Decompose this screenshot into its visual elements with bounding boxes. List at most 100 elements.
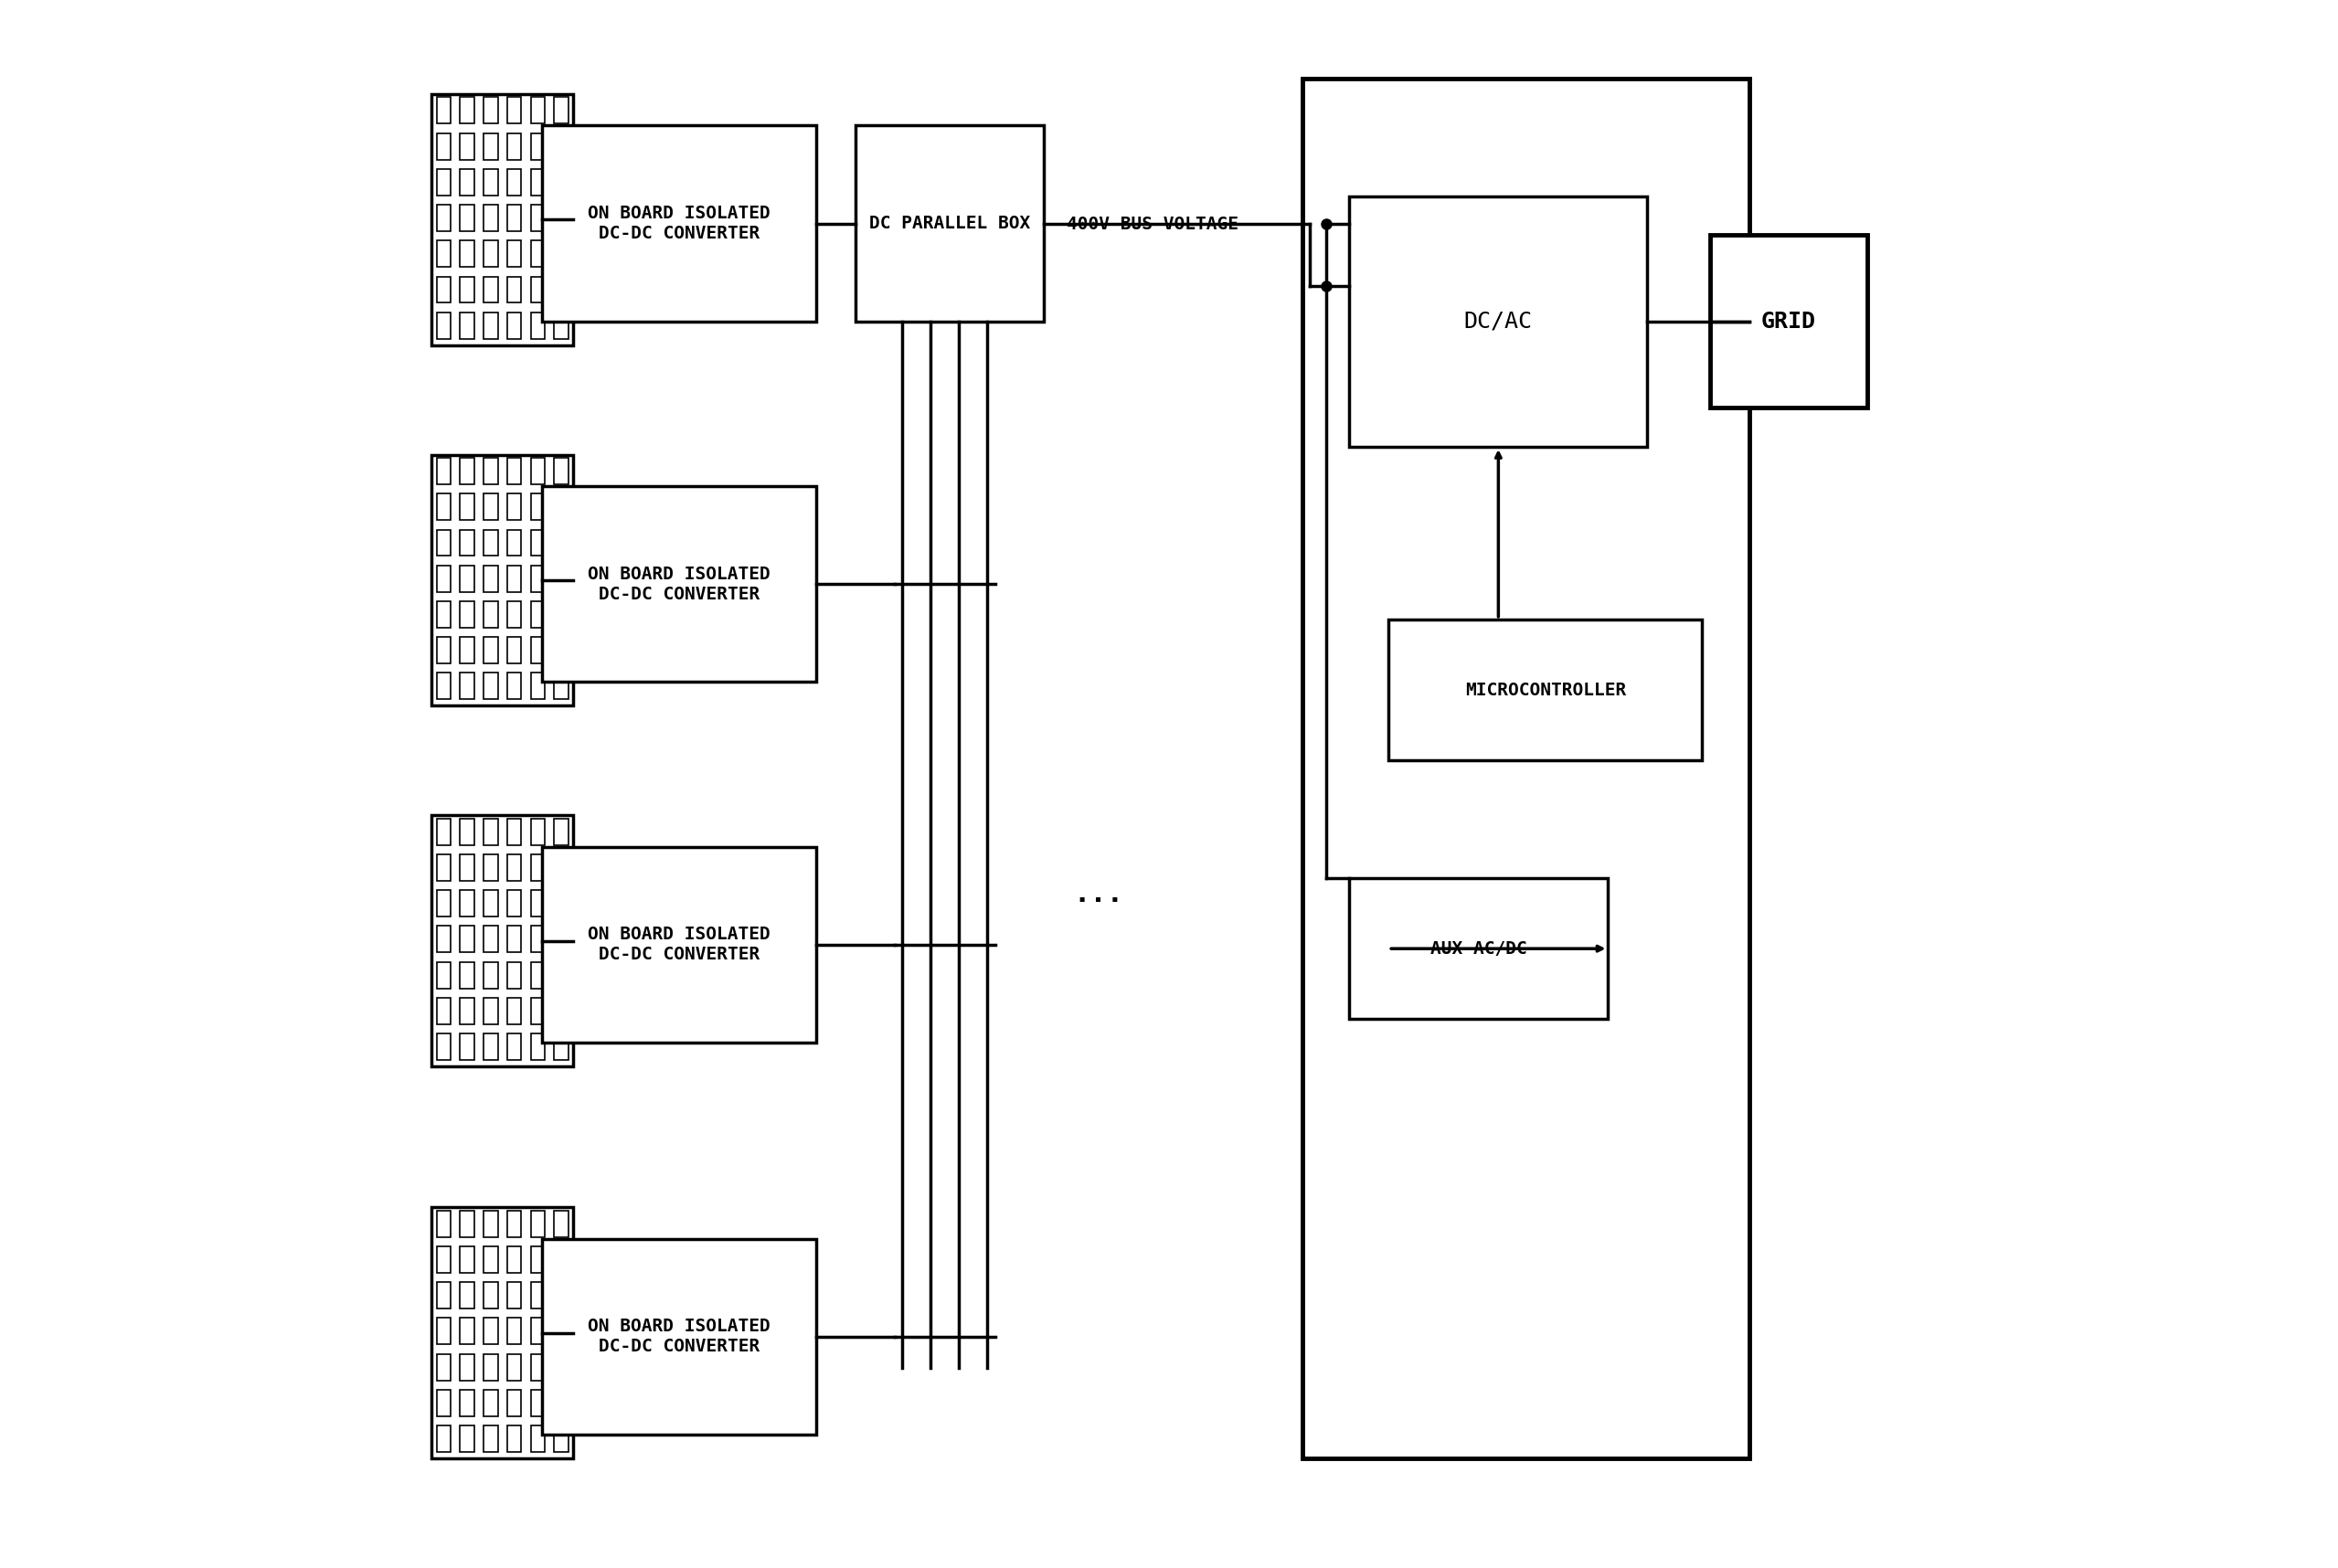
FancyBboxPatch shape [437, 312, 451, 339]
FancyBboxPatch shape [484, 601, 498, 627]
Text: ON BOARD ISOLATED
DC-DC CONVERTER: ON BOARD ISOLATED DC-DC CONVERTER [587, 566, 769, 602]
FancyBboxPatch shape [554, 530, 568, 557]
FancyBboxPatch shape [554, 458, 568, 485]
FancyBboxPatch shape [554, 961, 568, 988]
FancyBboxPatch shape [484, 276, 498, 303]
FancyBboxPatch shape [507, 1210, 521, 1237]
FancyBboxPatch shape [461, 530, 475, 557]
FancyBboxPatch shape [531, 1210, 545, 1237]
FancyBboxPatch shape [507, 1389, 521, 1416]
FancyBboxPatch shape [484, 1210, 498, 1237]
FancyBboxPatch shape [531, 97, 545, 124]
FancyBboxPatch shape [484, 1283, 498, 1309]
FancyBboxPatch shape [437, 1319, 451, 1344]
FancyBboxPatch shape [484, 961, 498, 988]
FancyBboxPatch shape [507, 818, 521, 845]
FancyBboxPatch shape [437, 818, 451, 845]
FancyBboxPatch shape [484, 530, 498, 557]
FancyBboxPatch shape [484, 97, 498, 124]
FancyBboxPatch shape [554, 673, 568, 699]
Text: AUX AC/DC: AUX AC/DC [1431, 939, 1527, 958]
FancyBboxPatch shape [437, 276, 451, 303]
FancyBboxPatch shape [484, 855, 498, 881]
FancyBboxPatch shape [856, 125, 1043, 321]
FancyBboxPatch shape [531, 673, 545, 699]
FancyBboxPatch shape [437, 97, 451, 124]
Text: MICROCONTROLLER: MICROCONTROLLER [1466, 681, 1625, 699]
FancyBboxPatch shape [461, 1283, 475, 1309]
FancyBboxPatch shape [1349, 878, 1609, 1019]
FancyBboxPatch shape [437, 1353, 451, 1380]
FancyBboxPatch shape [531, 169, 545, 196]
FancyBboxPatch shape [484, 1033, 498, 1060]
FancyBboxPatch shape [542, 486, 816, 682]
FancyBboxPatch shape [554, 169, 568, 196]
FancyBboxPatch shape [507, 530, 521, 557]
FancyBboxPatch shape [484, 205, 498, 230]
Text: GRID: GRID [1761, 310, 1817, 332]
FancyBboxPatch shape [484, 1389, 498, 1416]
FancyBboxPatch shape [531, 1033, 545, 1060]
FancyBboxPatch shape [554, 1425, 568, 1452]
FancyBboxPatch shape [507, 97, 521, 124]
FancyBboxPatch shape [461, 133, 475, 160]
FancyBboxPatch shape [507, 1353, 521, 1380]
FancyBboxPatch shape [461, 205, 475, 230]
FancyBboxPatch shape [484, 997, 498, 1024]
FancyBboxPatch shape [554, 997, 568, 1024]
FancyBboxPatch shape [531, 133, 545, 160]
FancyBboxPatch shape [554, 927, 568, 952]
FancyBboxPatch shape [461, 601, 475, 627]
FancyBboxPatch shape [461, 855, 475, 881]
FancyBboxPatch shape [437, 169, 451, 196]
FancyBboxPatch shape [507, 673, 521, 699]
FancyBboxPatch shape [554, 637, 568, 663]
FancyBboxPatch shape [437, 601, 451, 627]
FancyBboxPatch shape [531, 276, 545, 303]
FancyBboxPatch shape [484, 458, 498, 485]
FancyBboxPatch shape [507, 1247, 521, 1273]
FancyBboxPatch shape [531, 1283, 545, 1309]
FancyBboxPatch shape [461, 1353, 475, 1380]
FancyBboxPatch shape [437, 205, 451, 230]
FancyBboxPatch shape [1302, 78, 1749, 1458]
FancyBboxPatch shape [554, 1319, 568, 1344]
FancyBboxPatch shape [507, 276, 521, 303]
FancyBboxPatch shape [437, 530, 451, 557]
Text: ON BOARD ISOLATED
DC-DC CONVERTER: ON BOARD ISOLATED DC-DC CONVERTER [587, 927, 769, 963]
FancyBboxPatch shape [433, 94, 573, 345]
FancyBboxPatch shape [437, 997, 451, 1024]
FancyBboxPatch shape [461, 818, 475, 845]
FancyBboxPatch shape [484, 818, 498, 845]
FancyBboxPatch shape [433, 455, 573, 706]
FancyBboxPatch shape [437, 1425, 451, 1452]
FancyBboxPatch shape [531, 1353, 545, 1380]
FancyBboxPatch shape [531, 891, 545, 917]
FancyBboxPatch shape [554, 1033, 568, 1060]
FancyBboxPatch shape [531, 961, 545, 988]
FancyBboxPatch shape [531, 997, 545, 1024]
FancyBboxPatch shape [461, 1210, 475, 1237]
FancyBboxPatch shape [484, 1353, 498, 1380]
Text: ...: ... [1073, 881, 1125, 906]
FancyBboxPatch shape [507, 997, 521, 1024]
FancyBboxPatch shape [531, 458, 545, 485]
FancyBboxPatch shape [461, 927, 475, 952]
FancyBboxPatch shape [542, 1239, 816, 1435]
FancyBboxPatch shape [531, 818, 545, 845]
FancyBboxPatch shape [437, 240, 451, 267]
FancyBboxPatch shape [531, 530, 545, 557]
FancyBboxPatch shape [461, 997, 475, 1024]
FancyBboxPatch shape [437, 133, 451, 160]
FancyBboxPatch shape [437, 1210, 451, 1237]
FancyBboxPatch shape [554, 1389, 568, 1416]
FancyBboxPatch shape [507, 312, 521, 339]
FancyBboxPatch shape [507, 494, 521, 521]
FancyBboxPatch shape [554, 1247, 568, 1273]
FancyBboxPatch shape [531, 1389, 545, 1416]
FancyBboxPatch shape [461, 312, 475, 339]
FancyBboxPatch shape [437, 458, 451, 485]
FancyBboxPatch shape [554, 133, 568, 160]
FancyBboxPatch shape [507, 601, 521, 627]
FancyBboxPatch shape [437, 855, 451, 881]
